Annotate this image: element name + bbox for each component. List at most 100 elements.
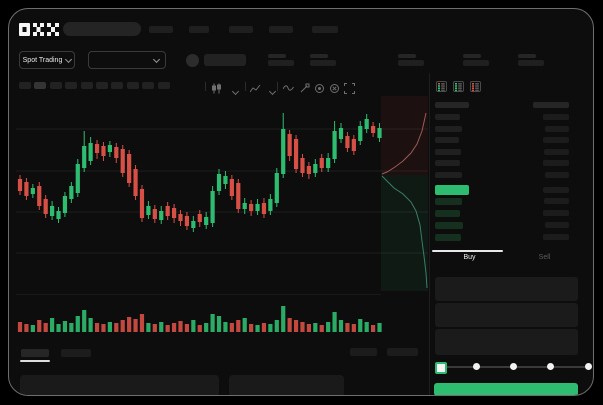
nav-item[interactable] bbox=[229, 26, 253, 33]
spot-trading-dropdown[interactable]: Spot Trading bbox=[19, 51, 75, 69]
volume-bar bbox=[120, 320, 125, 332]
candle-body bbox=[371, 126, 376, 133]
bid-row-price[interactable] bbox=[435, 222, 463, 229]
volume-bar bbox=[345, 323, 350, 332]
candle-body bbox=[293, 139, 299, 169]
volume-bar bbox=[69, 323, 74, 332]
volume-bar bbox=[332, 312, 337, 332]
book-combined-icon[interactable] bbox=[436, 81, 447, 92]
bottom-tab-underline bbox=[20, 360, 50, 362]
settings-icon[interactable] bbox=[329, 81, 340, 93]
slider-stop[interactable] bbox=[510, 363, 517, 370]
volume-bar bbox=[127, 317, 132, 332]
amount-slider[interactable] bbox=[433, 360, 593, 374]
timeframe-button[interactable] bbox=[126, 82, 139, 89]
tab-sell[interactable]: Sell bbox=[507, 254, 582, 261]
timeframe-button[interactable] bbox=[111, 82, 124, 89]
tab-buy[interactable]: Buy bbox=[432, 254, 507, 261]
nav-item[interactable] bbox=[149, 26, 173, 33]
volume-bar bbox=[82, 310, 87, 332]
stat-value-placeholder bbox=[463, 60, 489, 66]
slider-stop[interactable] bbox=[584, 363, 592, 370]
candle-body bbox=[197, 214, 202, 222]
candle-body bbox=[120, 149, 125, 173]
volume-bar bbox=[159, 322, 164, 332]
last-price-right-placeholder bbox=[543, 187, 569, 193]
app-window: Spot Trading bbox=[8, 8, 594, 396]
active-tab-indicator bbox=[432, 250, 503, 252]
ask-row-amount bbox=[544, 148, 569, 155]
timeframe-button[interactable] bbox=[19, 82, 31, 89]
timeframe-button[interactable] bbox=[34, 82, 47, 89]
slider-handle[interactable] bbox=[435, 361, 447, 374]
timeframe-button[interactable] bbox=[96, 82, 108, 89]
ask-row-price[interactable] bbox=[435, 125, 462, 132]
bottom-right-control[interactable] bbox=[387, 348, 418, 356]
bottom-right-control[interactable] bbox=[350, 348, 377, 356]
amount-input[interactable] bbox=[435, 303, 578, 327]
price-input[interactable] bbox=[435, 277, 578, 301]
ask-row-price[interactable] bbox=[435, 148, 461, 155]
volume-bar bbox=[261, 323, 267, 332]
tab-sell-label: Sell bbox=[538, 254, 551, 261]
candle-body bbox=[261, 203, 267, 214]
timeframe-button[interactable] bbox=[142, 82, 155, 89]
timeframe-button[interactable] bbox=[80, 82, 93, 89]
pair-title-placeholder bbox=[204, 54, 246, 66]
timeframe-button[interactable] bbox=[49, 82, 62, 89]
chevron-down-icon bbox=[65, 55, 73, 64]
bid-row-price[interactable] bbox=[435, 210, 460, 217]
bottom-tab-open-orders[interactable] bbox=[21, 349, 49, 357]
volume-bar bbox=[281, 306, 286, 332]
brush-icon[interactable] bbox=[299, 81, 310, 93]
slider-stop[interactable] bbox=[472, 363, 480, 370]
volume-bar bbox=[377, 323, 382, 332]
volume-bar bbox=[326, 322, 331, 332]
bid-row-price[interactable] bbox=[435, 234, 461, 241]
line-icon[interactable] bbox=[282, 81, 294, 92]
ask-row-price[interactable] bbox=[435, 160, 460, 167]
candles-icon[interactable] bbox=[211, 81, 222, 94]
ask-row-price[interactable] bbox=[435, 137, 459, 144]
stat-label-placeholder bbox=[268, 54, 286, 58]
nav-item[interactable] bbox=[189, 26, 209, 33]
pair-select-dropdown[interactable] bbox=[88, 51, 166, 69]
timeframe-button[interactable] bbox=[157, 82, 170, 89]
candle-body bbox=[242, 203, 247, 209]
bid-row-amount bbox=[545, 222, 569, 228]
buy-submit-button[interactable] bbox=[434, 383, 578, 395]
volume-bar bbox=[146, 323, 151, 332]
book-bids-icon[interactable] bbox=[453, 81, 464, 92]
camera-icon[interactable] bbox=[314, 81, 325, 93]
candle-body bbox=[255, 204, 260, 211]
search-input[interactable] bbox=[63, 22, 141, 36]
bottom-tab-order-history[interactable] bbox=[61, 349, 91, 357]
last-price-bar[interactable] bbox=[435, 185, 469, 195]
total-input[interactable] bbox=[435, 329, 578, 355]
nav-item[interactable] bbox=[312, 26, 338, 33]
volume-bar bbox=[178, 321, 183, 332]
indicator-icon[interactable] bbox=[249, 81, 261, 93]
candle-body bbox=[332, 131, 337, 159]
book-asks-icon[interactable] bbox=[470, 81, 481, 92]
slider-stop[interactable] bbox=[547, 363, 555, 370]
okx-logo bbox=[19, 23, 59, 36]
volume-bar bbox=[62, 321, 68, 332]
bid-row-price[interactable] bbox=[435, 198, 462, 205]
volume-bar bbox=[184, 324, 190, 332]
ask-row-price[interactable] bbox=[435, 114, 460, 120]
ask-row-price[interactable] bbox=[435, 172, 462, 178]
nav-item[interactable] bbox=[269, 26, 293, 33]
stat-value-placeholder bbox=[398, 60, 424, 66]
timeframe-button[interactable] bbox=[65, 82, 78, 89]
candle-body bbox=[326, 158, 331, 168]
candle-body bbox=[268, 199, 273, 211]
volume-bar bbox=[274, 320, 279, 332]
candle-body bbox=[152, 209, 157, 219]
volume-bar bbox=[293, 320, 299, 332]
toolbar-divider bbox=[205, 82, 206, 91]
candle-body bbox=[210, 191, 215, 223]
volume-bar bbox=[268, 324, 273, 332]
fullscreen-icon[interactable] bbox=[344, 81, 355, 94]
volume-bar bbox=[191, 320, 196, 332]
